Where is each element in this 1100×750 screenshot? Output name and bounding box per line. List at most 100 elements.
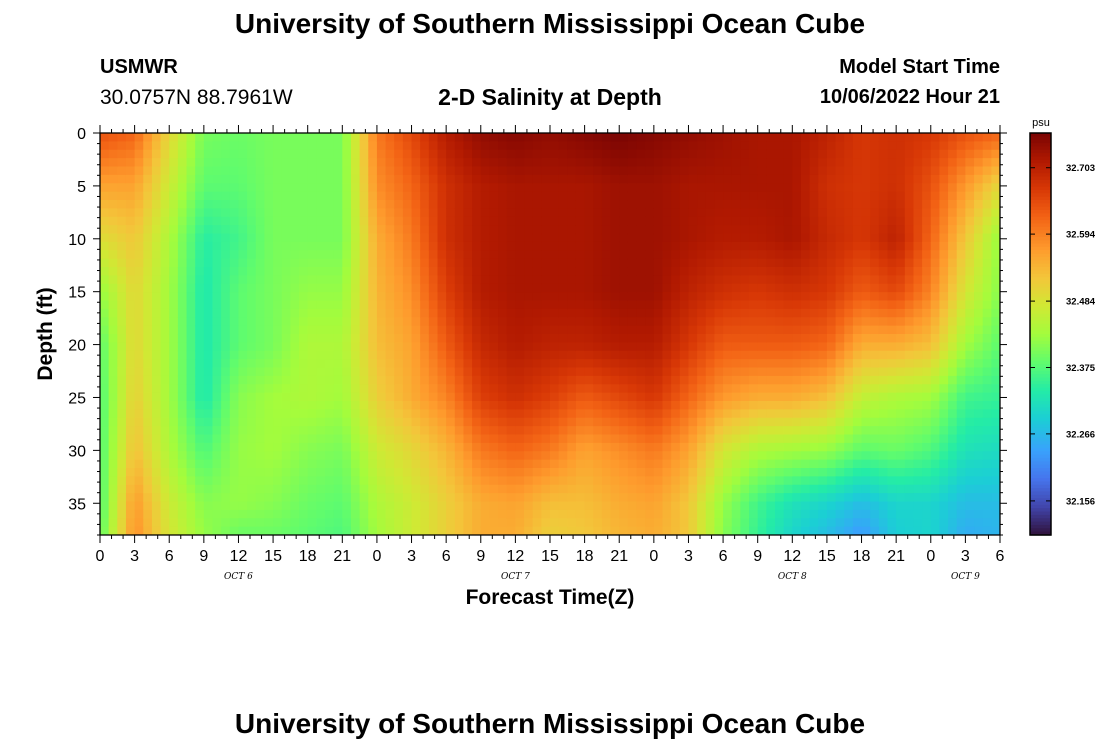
- heatmap-cell: [844, 267, 854, 276]
- heatmap-cell: [160, 401, 170, 410]
- heatmap-cell: [723, 359, 733, 369]
- heatmap-cell: [870, 183, 880, 193]
- heatmap-cell: [636, 442, 646, 452]
- heatmap-cell: [627, 501, 638, 511]
- heatmap-cell: [143, 149, 153, 159]
- heatmap-cell: [532, 451, 542, 461]
- heatmap-cell: [653, 275, 664, 285]
- heatmap-cell: [299, 409, 309, 419]
- heatmap-cell: [350, 417, 361, 427]
- heatmap-cell: [766, 133, 776, 142]
- heatmap-cell: [368, 258, 378, 268]
- heatmap-cell: [731, 317, 741, 327]
- heatmap-cell: [627, 183, 638, 193]
- heatmap-cell: [809, 367, 819, 377]
- heatmap-cell: [238, 426, 248, 436]
- heatmap-cell: [221, 267, 231, 276]
- heatmap-cell: [515, 426, 525, 436]
- heatmap-cell: [956, 174, 966, 184]
- heatmap-cell: [437, 292, 447, 302]
- heatmap-cell: [125, 141, 136, 151]
- heatmap-cell: [316, 200, 326, 209]
- heatmap-cell: [922, 484, 932, 494]
- heatmap-cell: [100, 233, 110, 243]
- heatmap-cell: [792, 275, 802, 285]
- heatmap-cell: [792, 300, 802, 310]
- heatmap-cell: [134, 384, 144, 394]
- heatmap-cell: [723, 325, 733, 335]
- heatmap-cell: [264, 417, 274, 427]
- heatmap-cell: [203, 459, 214, 469]
- heatmap-cell: [619, 342, 629, 352]
- heatmap-cell: [342, 401, 352, 410]
- heatmap-cell: [567, 359, 577, 369]
- heatmap-cell: [896, 216, 906, 226]
- heatmap-cell: [541, 183, 551, 193]
- heatmap-cell: [506, 200, 516, 209]
- heatmap-cell: [939, 493, 949, 503]
- heatmap-cell: [325, 283, 335, 293]
- heatmap-cell: [671, 317, 681, 327]
- heatmap-cell: [731, 451, 741, 461]
- heatmap-cell: [688, 141, 698, 151]
- heatmap-cell: [956, 509, 966, 519]
- heatmap-cell: [316, 292, 326, 302]
- heatmap-cell: [428, 459, 439, 469]
- heatmap-cell: [688, 375, 698, 385]
- heatmap-cell: [766, 267, 776, 276]
- heatmap-cell: [100, 325, 110, 335]
- heatmap-cell: [143, 191, 153, 201]
- heatmap-cell: [186, 241, 196, 251]
- heatmap-cell: [100, 367, 110, 377]
- heatmap-cell: [186, 417, 196, 427]
- heatmap-cell: [515, 300, 525, 310]
- heatmap-cell: [247, 174, 257, 184]
- heatmap-cell: [627, 518, 638, 528]
- heatmap-cell: [887, 375, 897, 385]
- heatmap-cell: [151, 350, 162, 360]
- heatmap-cell: [117, 392, 127, 402]
- heatmap-cell: [212, 350, 222, 360]
- heatmap-cell: [792, 518, 802, 528]
- heatmap-cell: [956, 325, 966, 335]
- heatmap-cell: [472, 241, 482, 251]
- heatmap-cell: [221, 501, 231, 511]
- heatmap-cell: [290, 233, 300, 243]
- heatmap-cell: [723, 317, 733, 327]
- heatmap-cell: [558, 275, 568, 285]
- heatmap-cell: [671, 133, 681, 142]
- heatmap-cell: [177, 166, 188, 176]
- heatmap-cell: [939, 518, 949, 528]
- heatmap-cell: [913, 141, 923, 151]
- heatmap-cell: [428, 258, 439, 268]
- heatmap-cell: [904, 241, 915, 251]
- heatmap-cell: [783, 434, 793, 444]
- heatmap-cell: [290, 392, 300, 402]
- heatmap-cell: [826, 359, 837, 369]
- heatmap-cell: [143, 200, 153, 209]
- heatmap-cell: [922, 183, 932, 193]
- heatmap-cell: [749, 476, 759, 486]
- heatmap-cell: [247, 216, 257, 226]
- heatmap-cell: [307, 392, 317, 402]
- heatmap-cell: [619, 442, 629, 452]
- heatmap-cell: [160, 183, 170, 193]
- heatmap-cell: [757, 501, 767, 511]
- heatmap-cell: [939, 375, 949, 385]
- heatmap-cell: [567, 133, 577, 142]
- heatmap-cell: [299, 308, 309, 318]
- heatmap-cell: [472, 208, 482, 218]
- heatmap-cell: [887, 401, 897, 410]
- heatmap-cell: [221, 325, 231, 335]
- heatmap-cell: [627, 250, 638, 260]
- heatmap-cell: [333, 250, 343, 260]
- heatmap-cell: [870, 300, 880, 310]
- heatmap-cell: [861, 392, 871, 402]
- heatmap-cell: [480, 292, 491, 302]
- heatmap-cell: [671, 158, 681, 168]
- heatmap-cell: [861, 149, 871, 159]
- heatmap-cell: [472, 325, 482, 335]
- heatmap-cell: [255, 292, 266, 302]
- heatmap-cell: [532, 158, 542, 168]
- heatmap-cell: [160, 133, 170, 142]
